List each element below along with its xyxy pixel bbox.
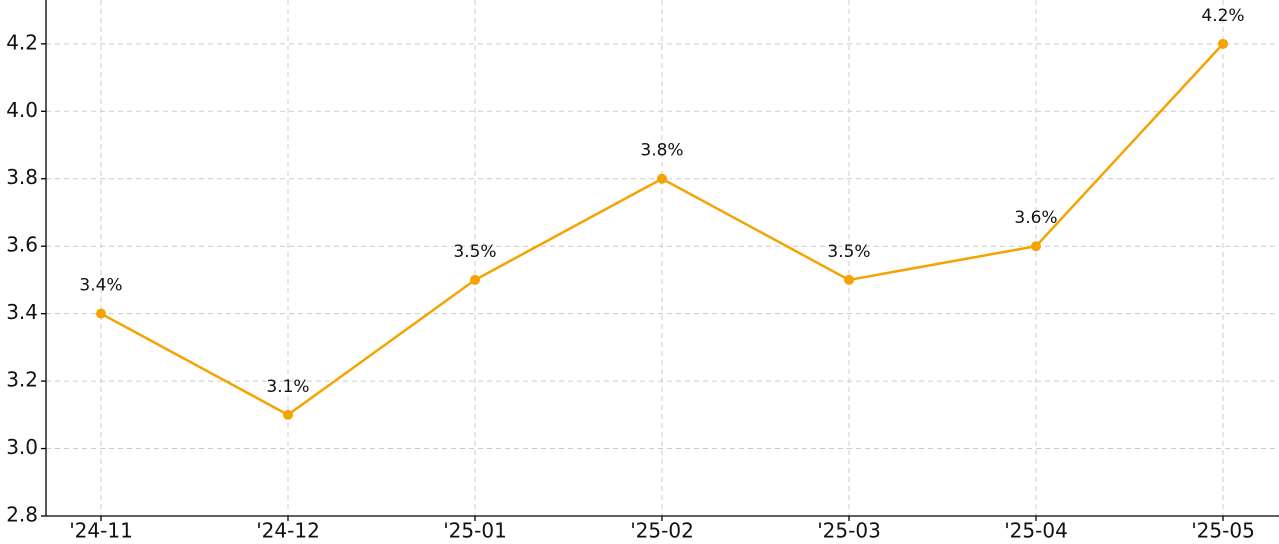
y-tick-label: 4.0	[6, 98, 38, 122]
data-point	[470, 274, 480, 285]
x-tick-label: '25-01	[443, 519, 507, 543]
y-tick-label: 2.8	[6, 503, 38, 527]
data-label: 4.2%	[1201, 6, 1244, 26]
x-tick-label: '25-05	[1191, 519, 1255, 543]
data-label: 3.8%	[640, 141, 683, 161]
data-point	[657, 173, 667, 184]
data-label: 3.6%	[1014, 208, 1057, 228]
data-point	[1218, 38, 1228, 49]
y-tick-label: 3.0	[6, 435, 38, 459]
data-point	[1031, 241, 1041, 252]
x-tick-label: '25-02	[630, 519, 694, 543]
x-tick-label: '24-12	[256, 519, 320, 543]
x-tick-label: '24-11	[69, 519, 133, 543]
data-label: 3.1%	[266, 377, 309, 397]
y-tick-label: 4.2	[6, 30, 38, 54]
data-label: 3.5%	[453, 242, 496, 262]
data-point	[96, 308, 106, 319]
y-tick-label: 3.2	[6, 368, 38, 392]
data-label: 3.5%	[827, 242, 870, 262]
y-tick-label: 3.6	[6, 233, 38, 257]
x-tick-label: '25-03	[817, 519, 881, 543]
data-point	[844, 274, 854, 285]
data-label: 3.4%	[79, 276, 122, 296]
x-tick-label: '25-04	[1004, 519, 1068, 543]
y-tick-label: 3.8	[6, 165, 38, 189]
y-tick-label: 3.4	[6, 300, 38, 324]
data-point	[283, 409, 293, 420]
